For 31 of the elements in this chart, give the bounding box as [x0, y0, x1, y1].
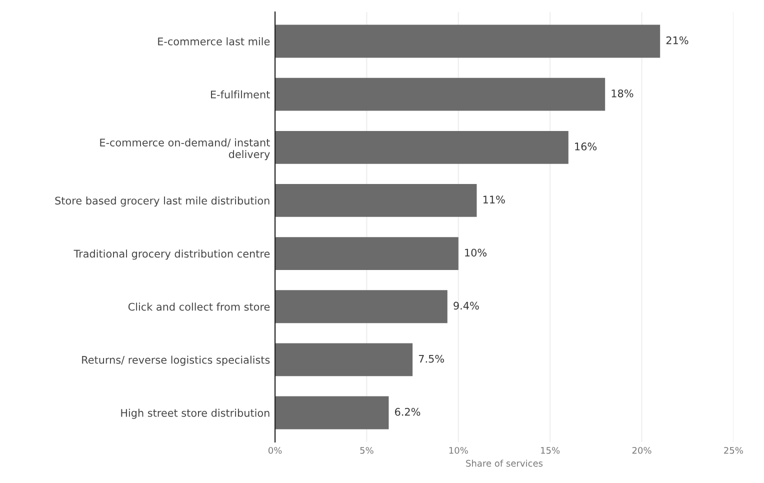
bar [275, 343, 413, 376]
x-tick-label: 20% [632, 446, 652, 454]
x-tick-label: 5% [360, 446, 374, 454]
data-label: 21% [666, 36, 688, 44]
y-tick-label: Click and collect from store [128, 302, 270, 311]
data-label: 10% [465, 248, 487, 257]
y-tick-label: Traditional grocery distribution centre [74, 250, 270, 260]
data-label: 18% [612, 89, 634, 98]
bar [275, 78, 606, 111]
data-label: 16% [575, 142, 597, 150]
y-tick-label: Returns/ reverse logistics specialists [82, 356, 270, 366]
bar [275, 184, 477, 217]
bar [275, 290, 448, 324]
x-tick-label: 15% [541, 446, 560, 454]
data-label: 9.4% [454, 302, 479, 310]
x-tick-label: 10% [449, 446, 468, 454]
bar [275, 237, 458, 270]
x-tick-label: 25% [724, 446, 743, 454]
x-axis-title: Share of services [466, 460, 543, 467]
bar [275, 396, 389, 430]
bar [275, 130, 568, 164]
y-tick-label: High street store distribution [121, 408, 270, 419]
y-tick-label: E-commerce last mile [158, 37, 270, 46]
y-tick-label: E-fulfilment [211, 90, 270, 98]
bar [275, 24, 660, 58]
data-label: 11% [483, 196, 505, 204]
y-tick-label: E-commerce on-demand/ instant delivery [100, 138, 270, 160]
y-tick-label: Store based grocery last mile distribution [55, 196, 270, 207]
x-tick-label: 0% [268, 446, 282, 454]
data-label: 7.5% [418, 354, 444, 363]
data-label: 6.2% [395, 408, 420, 416]
